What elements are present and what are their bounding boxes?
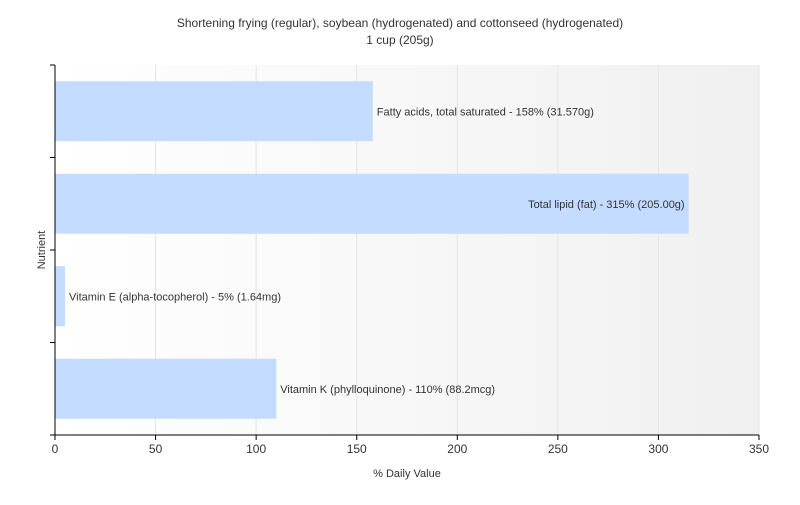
bar (55, 81, 373, 142)
x-tick-label: 0 (52, 442, 59, 456)
axes: 0 50 100 150 200 250 300 350 (50, 64, 769, 456)
bar (55, 358, 277, 419)
x-tick-label: 300 (648, 442, 668, 456)
x-tick-label: 150 (347, 442, 367, 456)
x-tick-label: 200 (447, 442, 467, 456)
bar (55, 266, 66, 327)
y-axis-label: Nutrient (36, 231, 48, 270)
x-tick-label: 250 (548, 442, 568, 456)
chart-subtitle: 1 cup (205g) (366, 33, 433, 47)
x-tick-label: 50 (149, 442, 163, 456)
x-axis-label: % Daily Value (373, 468, 441, 480)
x-tick-label: 350 (749, 442, 769, 456)
data-label: Total lipid (fat) - 315% (205.00g) (528, 199, 685, 211)
data-label: Vitamin K (phylloquinone) - 110% (88.2mc… (280, 384, 495, 396)
chart-title: Shortening frying (regular), soybean (hy… (177, 16, 623, 30)
data-label: Vitamin E (alpha-tocopherol) - 5% (1.64m… (69, 291, 281, 303)
data-label: Fatty acids, total saturated - 158% (31.… (377, 106, 594, 118)
bars: Fatty acids, total saturated - 158% (31.… (55, 81, 689, 419)
bar (55, 173, 689, 234)
x-tick-label: 100 (246, 442, 266, 456)
